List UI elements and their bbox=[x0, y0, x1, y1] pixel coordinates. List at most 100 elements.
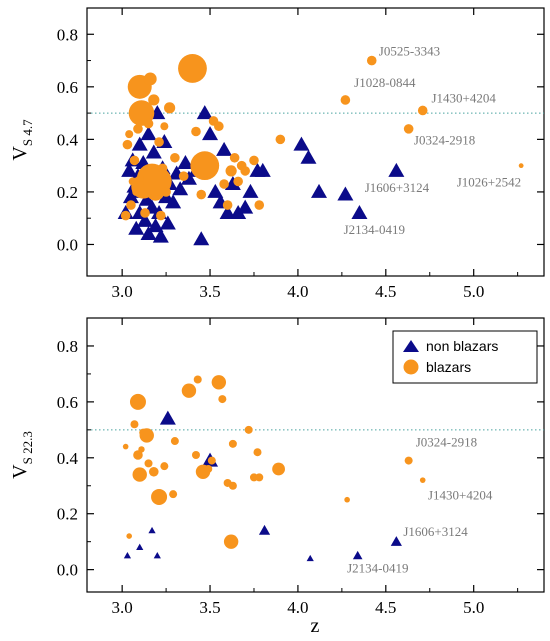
top-blazar-point bbox=[340, 95, 351, 105]
bottom-non-blazar-point bbox=[390, 536, 402, 546]
top-non-blazar-point bbox=[300, 149, 317, 164]
top-blazar-point bbox=[249, 155, 259, 166]
top-non-blazar-point bbox=[237, 199, 254, 214]
bottom-blazar-point bbox=[253, 448, 262, 457]
top-blazar-point bbox=[156, 210, 166, 221]
bottom-source-annotation: J1430+4204 bbox=[428, 488, 493, 503]
top-blazar-point bbox=[140, 208, 150, 218]
top-plot-frame bbox=[86, 7, 545, 277]
bottom-blazar-point bbox=[218, 395, 227, 404]
top-non-blazar-point bbox=[140, 225, 157, 240]
top-y-tick-label: 0.4 bbox=[57, 130, 79, 149]
bottom-blazar-point bbox=[151, 488, 168, 505]
top-blazar-point bbox=[214, 121, 224, 132]
top-x-tick-label: 4.0 bbox=[287, 282, 308, 301]
top-source-annotation: J1430+4204 bbox=[432, 91, 497, 106]
top-non-blazar-point bbox=[128, 220, 145, 235]
top-x-tick-label: 3.5 bbox=[199, 282, 220, 301]
top-non-blazar-point bbox=[147, 218, 164, 233]
top-non-blazar-point bbox=[180, 170, 197, 185]
top-x-tick-label: 3.0 bbox=[112, 282, 133, 301]
bottom-plot-frame bbox=[86, 317, 545, 593]
top-non-blazar-point bbox=[224, 176, 241, 191]
top-blazar-point bbox=[233, 176, 243, 187]
bottom-blazar-point bbox=[181, 383, 197, 398]
top-blazar-point bbox=[275, 134, 286, 145]
bottom-non-blazar-point bbox=[148, 526, 156, 534]
bottom-source-annotation: J1606+3124 bbox=[403, 524, 468, 539]
top-non-blazar-point bbox=[202, 126, 219, 141]
top-non-blazar-point bbox=[196, 105, 213, 120]
bottom-y-tick-label: 0.0 bbox=[57, 561, 78, 580]
top-y-tick-label: 0.8 bbox=[57, 25, 78, 44]
top-blazar-point bbox=[225, 165, 237, 177]
top-y-tick-label: 0.0 bbox=[57, 235, 78, 254]
top-non-blazar-point bbox=[216, 141, 233, 156]
top-x-tick-label: 5.0 bbox=[463, 282, 484, 301]
top-annotations: J0525-3343 J1028-0844 J1430+4204 J0324-2918… bbox=[344, 43, 522, 237]
bottom-blazar-point bbox=[344, 496, 350, 503]
top-non-blazar-point bbox=[122, 189, 139, 204]
bottom-x-tick-label: 4.0 bbox=[287, 598, 308, 617]
top-blazar-point bbox=[178, 54, 207, 83]
top-non-blazar-point bbox=[254, 162, 271, 177]
top-blazar-point bbox=[170, 152, 180, 163]
legend-label-non-blazars: non blazars bbox=[426, 338, 498, 354]
bottom-blazar-point bbox=[144, 459, 153, 468]
top-blazar-point bbox=[403, 124, 414, 134]
top-non-blazar-point bbox=[293, 136, 310, 151]
top-blazar-point bbox=[196, 189, 207, 200]
bottom-non-blazar-point bbox=[306, 554, 314, 562]
top-non-blazar-point bbox=[388, 162, 405, 177]
top-axis-ticks: 3.0 3.5 4.0 4.5 5.0 0.0 0.2 0.4 0.6 0.8 bbox=[57, 7, 544, 301]
top-non-blazar-point bbox=[131, 136, 148, 151]
bottom-blazar-point bbox=[126, 533, 132, 539]
bottom-blazar-point bbox=[223, 534, 239, 549]
top-non-blazar-point bbox=[159, 215, 176, 230]
top-blazar-point bbox=[120, 210, 131, 221]
top-non-blazar-point bbox=[121, 162, 138, 177]
top-y-tick-label: 0.6 bbox=[57, 78, 78, 97]
top-blazar-point bbox=[191, 126, 201, 137]
top-source-annotation: J0324-2918 bbox=[414, 133, 475, 148]
top-blazar-point bbox=[366, 55, 377, 66]
bottom-blazar-point bbox=[193, 375, 202, 384]
top-blazar-point bbox=[157, 163, 168, 174]
bottom-blazar-point bbox=[191, 451, 200, 459]
bottom-blazar-point bbox=[160, 462, 169, 471]
top-blazar-point bbox=[125, 130, 134, 139]
bottom-blazar-point bbox=[170, 437, 179, 446]
legend-triangle-icon bbox=[403, 340, 419, 352]
top-panel: J0525-3343 J1028-0844 J1430+4204 J0324-2918… bbox=[9, 7, 545, 301]
bottom-y-tick-label: 0.6 bbox=[57, 393, 78, 412]
top-non-blazar-point bbox=[152, 228, 169, 243]
top-source-annotation: J2134-0419 bbox=[344, 222, 405, 237]
bottom-blazar-point bbox=[129, 393, 146, 410]
top-non-blazar-point bbox=[140, 126, 157, 141]
bottom-blazar-point bbox=[228, 481, 237, 490]
bottom-blazar-point bbox=[138, 446, 145, 453]
top-blazar-point bbox=[122, 139, 133, 150]
top-blazar-point bbox=[148, 94, 160, 106]
top-blazar-point bbox=[160, 122, 169, 131]
top-blazar-point bbox=[417, 105, 428, 116]
top-non-blazar-point bbox=[137, 212, 154, 227]
bottom-non-blazar-point bbox=[123, 552, 132, 559]
bottom-blazar-point bbox=[148, 466, 159, 477]
top-blazar-point bbox=[178, 171, 189, 181]
top-x-tick-label: 4.5 bbox=[375, 282, 396, 301]
top-source-annotation: J1028-0844 bbox=[354, 75, 416, 90]
bottom-non-blazar-point bbox=[159, 410, 176, 425]
top-blazar-point bbox=[254, 200, 265, 210]
bottom-blazar-point bbox=[244, 425, 253, 434]
top-blazar-point bbox=[129, 155, 140, 166]
bottom-data-points bbox=[122, 375, 426, 562]
top-non-blazar-point bbox=[193, 231, 210, 246]
top-blazar-point bbox=[229, 152, 240, 163]
top-blazar-point bbox=[161, 187, 171, 197]
top-blazar-point bbox=[164, 102, 176, 114]
top-non-blazar-point bbox=[337, 186, 354, 201]
legend-box bbox=[392, 330, 538, 384]
bottom-source-annotation: J2134-0419 bbox=[347, 560, 408, 575]
bottom-x-tick-label: 5.0 bbox=[463, 598, 484, 617]
